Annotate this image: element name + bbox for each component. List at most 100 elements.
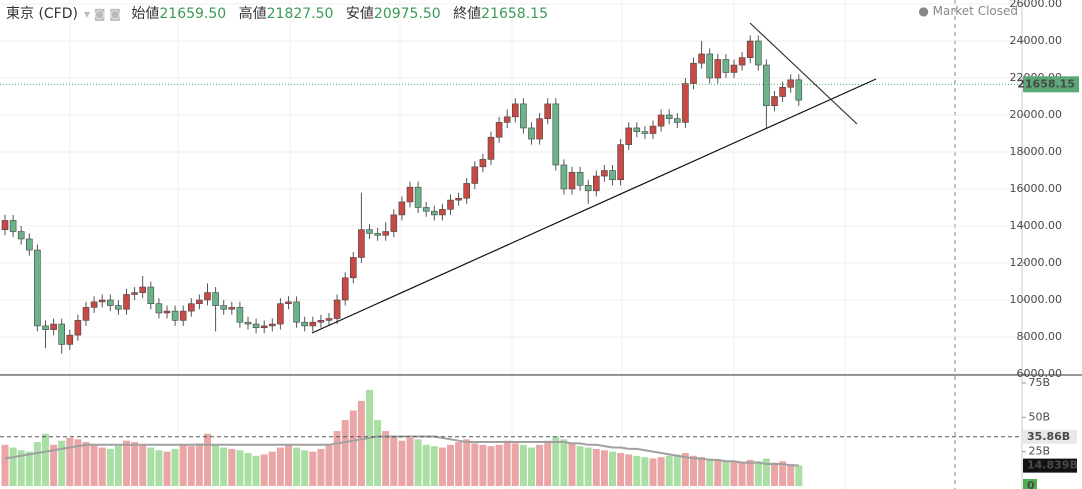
y-tick-label: 8000.00 [1017, 330, 1063, 343]
candle-body [317, 320, 325, 323]
volume-bar [204, 433, 211, 486]
candle-body [439, 209, 446, 216]
candle-body [511, 103, 519, 118]
volume-bar [357, 400, 365, 486]
candle-body [633, 127, 641, 132]
level-tag [1023, 458, 1077, 473]
volume-bar [25, 451, 33, 486]
candle-body [730, 64, 738, 73]
volume-bar [187, 446, 195, 486]
ohlc-value: 21659.50 [159, 6, 227, 22]
candle-body [584, 185, 592, 192]
volume-bar [633, 455, 641, 486]
candle-body [754, 40, 762, 66]
candle-body [576, 172, 584, 186]
volume-bar [609, 451, 616, 486]
volume-bar [17, 450, 25, 486]
y-tick-label: 12000.00 [1010, 256, 1063, 269]
candle-body [220, 305, 227, 310]
candle-body [592, 175, 600, 192]
time-grid [69, 0, 846, 489]
last-price-label: 21658.15 [1017, 77, 1075, 90]
volume-bar [147, 447, 155, 486]
volume-bar [430, 446, 438, 486]
candle-body [422, 207, 430, 212]
ohlc-label: 安値 [345, 6, 374, 22]
candle-body [285, 301, 292, 305]
volume-bar [333, 431, 341, 486]
y-tick-label: 6000.00 [1017, 367, 1063, 380]
candle-body [657, 114, 665, 127]
icons[interactable]: ▾ ◙ ◙ [83, 7, 121, 21]
candle-body [609, 170, 616, 181]
y-tick-label: 18000.00 [1010, 145, 1063, 158]
volume-bar [325, 444, 333, 486]
candle-body [115, 305, 122, 310]
candle-body [98, 299, 106, 303]
candle-body [9, 220, 17, 232]
volume-bar [706, 458, 714, 486]
candle-body [42, 325, 49, 330]
volume-bar [617, 453, 625, 486]
volume-bar [528, 447, 535, 486]
y-tick-label: 75B [1028, 376, 1050, 389]
volume-bar [131, 442, 139, 486]
header: 東京 (CFD) ▾ ◙ ◙ 始値21659.50 高値21827.50 安値20… [6, 3, 556, 23]
volume-bar [390, 436, 398, 486]
candle-body [520, 103, 527, 129]
volume-bar [722, 461, 730, 486]
candle-body [779, 86, 786, 97]
candle-body [131, 292, 138, 295]
candle-body [204, 292, 211, 301]
ohlc-label: 高値 [238, 6, 267, 22]
volume-bar [66, 437, 74, 486]
volume-bar [576, 446, 584, 486]
market-status: ● Market Closed [918, 4, 1018, 18]
volume-bar [487, 446, 495, 486]
volume-bar [244, 453, 252, 486]
volume-bar [754, 461, 762, 486]
ohlc-value: 21658.15 [481, 6, 548, 22]
candle-body [236, 307, 244, 323]
trend-line [311, 78, 877, 334]
y-tick-label: 25B [1028, 445, 1050, 458]
candle-body [82, 307, 90, 321]
y-tick-label: 16000.00 [1010, 182, 1063, 195]
volume-bar [519, 444, 527, 486]
candle-body [690, 62, 697, 84]
volume-bar [341, 420, 349, 486]
volume-bar [649, 458, 657, 486]
trend-line [749, 22, 858, 125]
volume-bar [349, 410, 357, 486]
candle-body [349, 257, 357, 279]
candle-body [301, 321, 309, 327]
ohlc-label: 終値 [453, 6, 482, 22]
level-label: 35.86B [1027, 430, 1070, 443]
volume-bar [195, 443, 203, 486]
volume-bar [681, 453, 689, 486]
candle-body [706, 53, 714, 79]
candle-body [536, 118, 543, 140]
volume-bar [552, 436, 560, 486]
candle-body [74, 320, 82, 336]
candle-body [374, 233, 381, 236]
volume-bar [479, 444, 487, 486]
candle-body [309, 321, 317, 327]
volume-bar [536, 444, 544, 486]
candle-body [325, 318, 333, 321]
candle-body [58, 323, 66, 345]
volume-bar [33, 442, 41, 486]
candle-body [366, 229, 373, 234]
candle-body [390, 214, 398, 232]
candle-body [568, 172, 576, 190]
volume-bar [260, 454, 268, 486]
candle-body [155, 303, 163, 314]
volume-bar [568, 443, 576, 486]
candle-body [495, 122, 503, 138]
volume-bar [220, 447, 228, 486]
symbol[interactable]: 東京 (CFD) [6, 6, 78, 22]
candle-body [398, 201, 406, 216]
candle-body [277, 303, 284, 325]
